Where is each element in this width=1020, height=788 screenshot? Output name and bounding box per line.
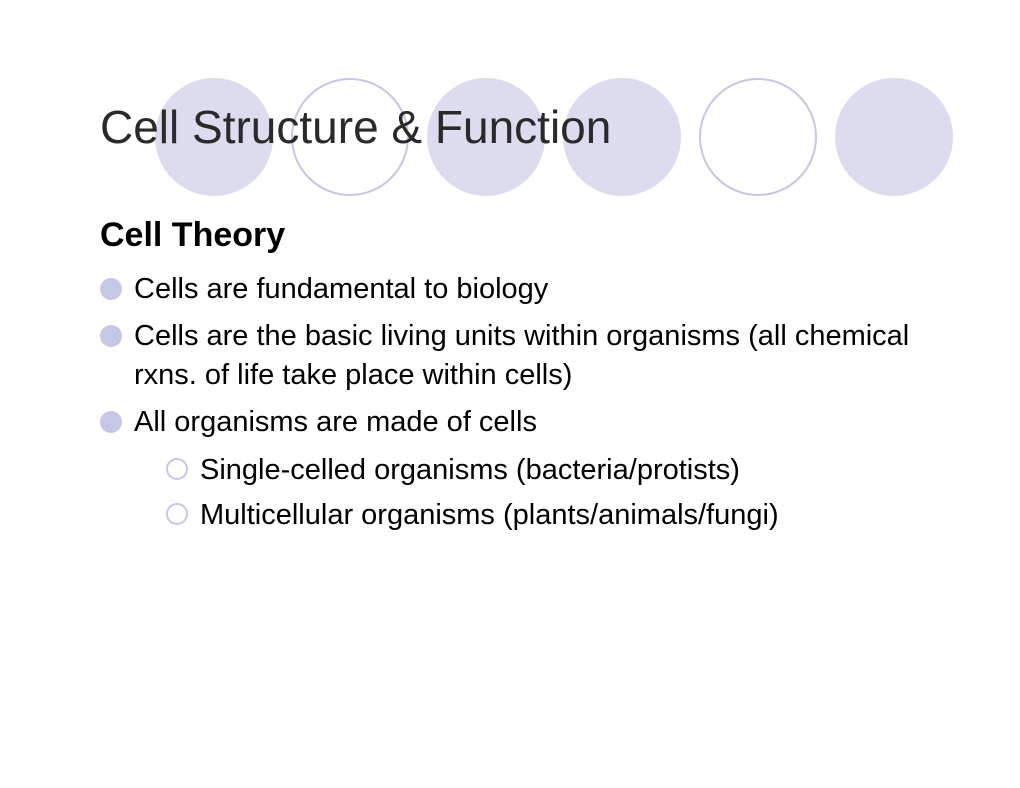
slide-title: Cell Structure & Function xyxy=(100,100,611,154)
bullet-text: Cells are fundamental to biology xyxy=(134,270,930,309)
list-item: Multicellular organisms (plants/animals/… xyxy=(166,496,930,535)
bullet-text: All organisms are made of cells xyxy=(134,403,930,442)
sub-list: Single-celled organisms (bacteria/protis… xyxy=(166,451,930,535)
list-item: Single-celled organisms (bacteria/protis… xyxy=(166,451,930,490)
bullet-icon xyxy=(100,278,122,300)
bullet-text: Multicellular organisms (plants/animals/… xyxy=(200,496,930,535)
bullet-text: Single-celled organisms (bacteria/protis… xyxy=(200,451,930,490)
bullet-icon xyxy=(100,411,122,433)
list-item: All organisms are made of cells xyxy=(100,403,930,442)
circle-decoration xyxy=(699,78,817,196)
content-area: Cells are fundamental to biology Cells a… xyxy=(100,270,930,541)
bullet-outline-icon xyxy=(166,503,188,525)
bullet-outline-icon xyxy=(166,458,188,480)
slide-subtitle: Cell Theory xyxy=(100,216,285,255)
list-item: Cells are the basic living units within … xyxy=(100,317,930,395)
bullet-icon xyxy=(100,325,122,347)
bullet-text: Cells are the basic living units within … xyxy=(134,317,930,395)
circle-decoration xyxy=(835,78,953,196)
list-item: Cells are fundamental to biology xyxy=(100,270,930,309)
